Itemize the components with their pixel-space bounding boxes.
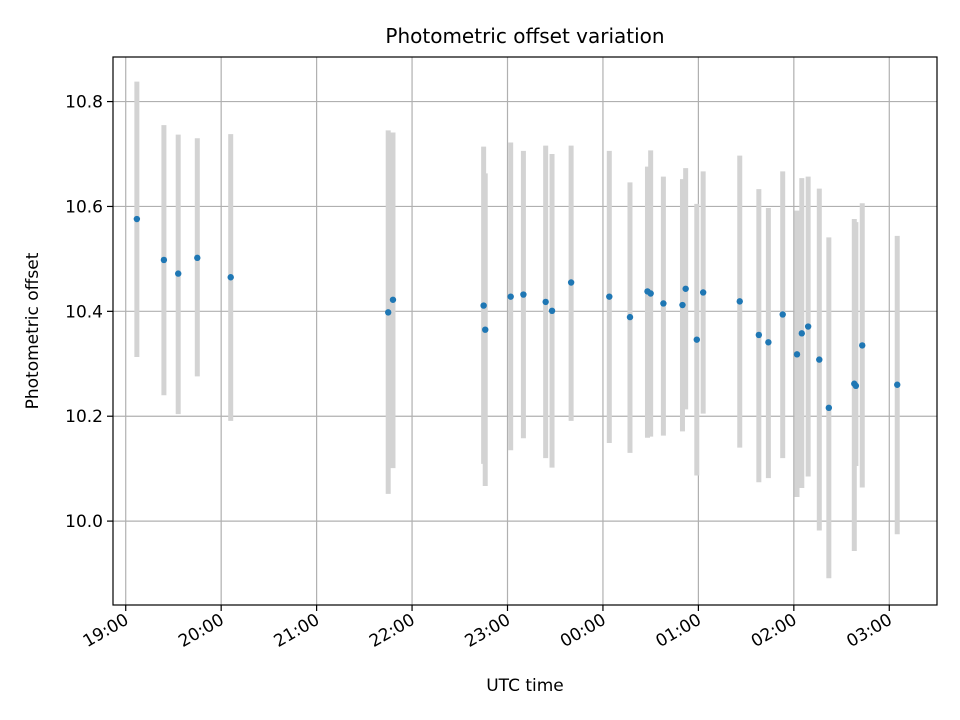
data-point xyxy=(798,330,805,337)
data-point xyxy=(227,274,234,281)
data-point xyxy=(626,313,634,321)
data-point xyxy=(194,254,201,262)
data-point xyxy=(793,351,801,358)
data-point xyxy=(765,339,772,346)
data-point xyxy=(384,309,392,316)
data-point xyxy=(175,270,182,277)
y-tick-label: 10.0 xyxy=(65,512,103,532)
data-point xyxy=(660,300,667,307)
chart-title: Photometric offset variation xyxy=(385,24,664,48)
data-point xyxy=(682,285,689,292)
data-point xyxy=(160,256,168,264)
data-point xyxy=(894,381,901,388)
data-point xyxy=(736,298,743,305)
data-point xyxy=(816,356,823,363)
data-point xyxy=(480,302,487,309)
data-point xyxy=(567,279,575,286)
y-tick-label: 10.2 xyxy=(65,407,103,427)
data-point xyxy=(507,293,514,300)
data-point xyxy=(548,307,556,315)
data-point xyxy=(825,404,833,412)
data-point xyxy=(389,296,397,303)
data-point xyxy=(699,289,707,296)
data-point xyxy=(647,290,654,297)
data-point xyxy=(779,311,786,318)
data-point xyxy=(482,326,489,333)
data-point xyxy=(755,331,763,339)
data-point xyxy=(133,215,141,223)
data-point xyxy=(859,342,866,349)
y-tick-label: 10.8 xyxy=(65,93,103,113)
data-point xyxy=(804,323,812,330)
y-axis-label: Photometric offset xyxy=(23,252,43,409)
data-point xyxy=(679,301,686,309)
data-point xyxy=(852,382,860,389)
data-point xyxy=(520,291,527,298)
y-tick-label: 10.4 xyxy=(65,302,103,322)
data-points xyxy=(133,215,901,412)
data-point xyxy=(542,298,549,306)
y-tick-label: 10.6 xyxy=(65,197,103,217)
plot-frame xyxy=(112,56,938,606)
data-point xyxy=(606,293,613,300)
data-point xyxy=(693,336,700,343)
x-axis-label: UTC time xyxy=(486,676,564,696)
